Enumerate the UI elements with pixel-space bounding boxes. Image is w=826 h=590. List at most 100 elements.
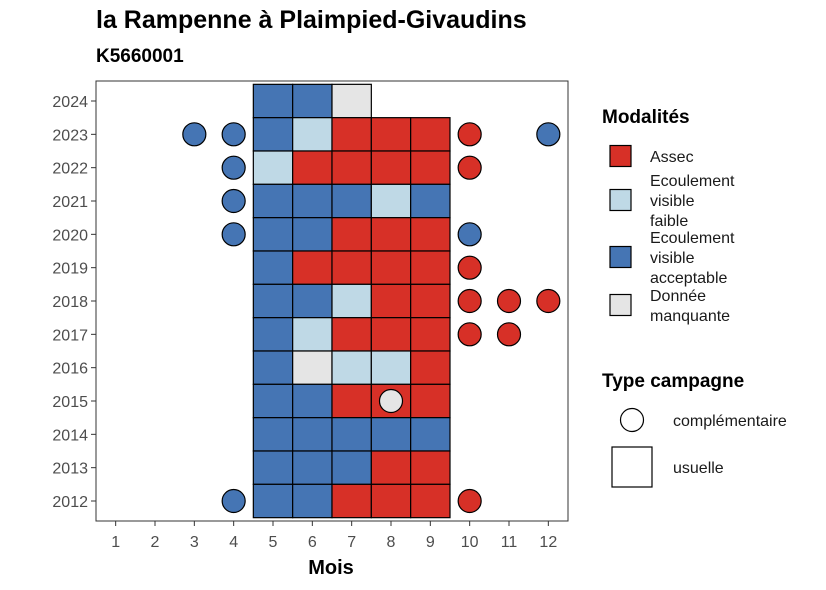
point-2015-8 [378,388,404,414]
y-tick-label: 2019 [52,261,88,278]
tile-2016-9 [410,350,451,385]
tile-2020-9 [410,217,451,252]
tile-2013-9 [410,450,451,485]
legend-label-NA: Donnée manquante [650,288,730,325]
tile-2022-6 [292,150,333,185]
legend-key-u [611,446,653,488]
point-2022-4 [221,155,246,180]
tile-2018-8 [370,283,412,319]
y-tick-label: 2021 [52,194,88,211]
tile-2024-5 [252,83,294,119]
tile-2019-7 [331,250,372,285]
tile-2013-8 [370,450,412,485]
legend-label-line: faible [650,213,688,230]
tile-2017-7 [331,317,372,352]
point-2020-4 [221,222,246,247]
y-tick-label: 2024 [52,94,88,111]
point-2012-10 [457,488,482,514]
tile-2018-7 [331,283,372,319]
tile-2023-8 [370,117,412,152]
x-tick-label: 1 [111,534,120,551]
tile-2023-6 [292,117,333,152]
tile-2024-6 [292,83,333,119]
chart-subtitle: K5660001 [96,46,184,67]
legend-label-line: visible [650,250,695,267]
y-tick-label: 2016 [52,361,88,378]
tile-2013-5 [252,450,294,485]
legend-key-A [609,144,632,168]
tile-2020-7 [331,217,372,252]
x-tick-label: 2 [151,534,160,551]
tile-2019-9 [410,250,451,285]
tile-2015-7 [331,383,372,419]
legend-label-line: Donnée [650,288,706,305]
tile-2014-6 [292,417,333,452]
tile-2018-5 [252,283,294,319]
tile-2012-8 [370,483,412,519]
point-2023-12 [536,122,561,147]
x-tick-label: 10 [461,534,479,551]
tile-2023-9 [410,117,451,152]
tile-2019-5 [252,250,294,285]
chart-marks [182,83,561,519]
tile-2022-5 [252,150,294,185]
tile-2021-6 [292,183,333,219]
point-2023-10 [457,122,482,147]
tile-2016-7 [331,350,372,385]
tile-2020-6 [292,217,333,252]
point-2022-10 [457,155,482,180]
tile-2014-9 [410,417,451,452]
chart-title: la Rampenne à Plaimpied-Givaudins [96,6,527,34]
legend-label-line: visible [650,193,695,210]
x-tick-label: 7 [347,534,356,551]
x-tick-label: 11 [501,534,518,551]
tile-2017-8 [370,317,412,352]
point-2020-10 [457,222,482,247]
tile-2017-9 [410,317,451,352]
legend-key-NA [609,293,632,317]
legend-key-EA [609,245,632,269]
tile-2012-6 [292,483,333,519]
y-tick-label: 2012 [52,494,88,511]
y-tick-label: 2020 [52,227,88,244]
x-tick-label: 4 [229,534,238,551]
legend-label-line: Ecoulement [650,230,735,247]
x-axis: 1 2 3 4 5 6 7 8 9 10 11 12 [111,521,557,551]
tile-2022-9 [410,150,451,185]
point-2017-11 [496,322,522,347]
tile-2016-8 [370,350,412,385]
y-tick-label: 2018 [52,294,88,311]
point-2021-4 [221,188,246,214]
legend: Modalités Assec Ecoulement visible faibleEco… [602,107,787,488]
point-2019-10 [457,255,482,280]
tile-2013-7 [331,450,372,485]
x-tick-label: 12 [539,534,557,551]
x-tick-label: 9 [426,534,435,551]
legend-title-modalites: Modalités [602,107,690,128]
y-tick-label: 2013 [52,461,88,478]
tile-2019-8 [370,250,412,285]
legend-label-line: acceptable [650,270,727,287]
tile-2021-7 [331,183,372,219]
point-2018-12 [536,288,561,314]
tile-2021-5 [252,183,294,219]
tile-2023-7 [331,117,372,152]
y-tick-label: 2015 [52,394,88,411]
tile-2015-5 [252,383,294,419]
tile-2014-7 [331,417,372,452]
tile-2024-7 [331,83,372,119]
legend-label-EA: Ecoulement visible acceptable [650,230,735,287]
x-axis-title: Mois [308,557,354,579]
tile-2022-8 [370,150,412,185]
tile-2016-5 [252,350,294,385]
tile-2013-6 [292,450,333,485]
point-2018-11 [496,288,522,314]
x-tick-label: 6 [308,534,317,551]
y-tick-label: 2017 [52,327,88,344]
y-tick-label: 2023 [52,127,88,144]
tile-2012-7 [331,483,372,519]
legend-label-u: usuelle [673,460,724,477]
y-axis: 2012 2013 2014 2015 2016 2017 2018 2019 2020 2021… [52,94,96,511]
point-2017-10 [457,322,482,347]
legend-label-line: Assec [650,149,694,166]
